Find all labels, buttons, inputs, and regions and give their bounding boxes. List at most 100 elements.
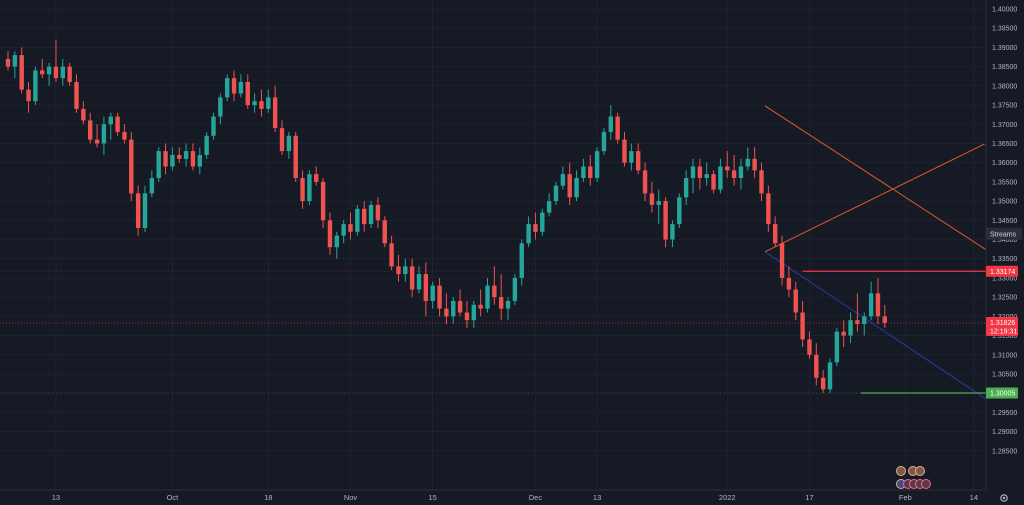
candle-body xyxy=(601,131,607,152)
candle xyxy=(245,74,250,109)
time-tick-label: 18 xyxy=(264,493,272,502)
candle xyxy=(190,143,196,171)
candle-body xyxy=(471,304,476,321)
candle xyxy=(26,81,31,113)
candle-body xyxy=(814,354,819,378)
candle xyxy=(464,300,470,328)
candle-body xyxy=(848,320,853,336)
candle-body xyxy=(355,208,360,232)
candle-body xyxy=(793,289,798,313)
candle-body xyxy=(622,139,627,163)
price-tick-label: 1.32500 xyxy=(992,295,1017,302)
time-tick-label: 2022 xyxy=(719,493,736,502)
candle-body xyxy=(670,224,675,240)
candle xyxy=(588,154,593,186)
settings-gear-icon[interactable] xyxy=(1000,494,1008,502)
event-icons[interactable] xyxy=(896,466,931,489)
candle xyxy=(718,158,723,194)
candle-body xyxy=(46,66,52,75)
candle-body xyxy=(862,316,867,325)
candle xyxy=(738,158,744,190)
candle xyxy=(827,358,833,394)
candle xyxy=(348,212,353,240)
candle-body xyxy=(362,208,367,225)
price-axis-panel[interactable] xyxy=(986,0,1024,505)
candle-body xyxy=(279,128,285,152)
candle xyxy=(581,158,586,182)
candle xyxy=(430,281,435,309)
candle-body xyxy=(149,178,155,194)
time-tick-label: 14 xyxy=(970,493,978,502)
candle-body xyxy=(656,201,661,205)
event-flag-icon[interactable] xyxy=(896,466,906,476)
time-tick-label: Nov xyxy=(344,493,358,502)
candle-body xyxy=(704,174,709,179)
candle-body xyxy=(225,78,230,98)
candle-body xyxy=(725,166,730,171)
event-flag-icon[interactable] xyxy=(921,479,931,489)
candle xyxy=(546,193,552,217)
candle xyxy=(457,289,463,317)
candle-body xyxy=(875,293,881,317)
candle-body xyxy=(629,151,634,163)
candle-body xyxy=(731,170,737,179)
candle-body xyxy=(231,78,237,94)
candle xyxy=(437,277,442,317)
time-axis[interactable]: 13Oct18Nov15Dec13202217Feb14Mar14Apr xyxy=(52,493,1024,502)
time-axis-panel[interactable] xyxy=(0,490,986,505)
candle xyxy=(204,131,209,159)
candle xyxy=(862,312,867,336)
candle xyxy=(882,304,887,328)
candle-body xyxy=(293,135,298,179)
candle xyxy=(416,266,422,294)
candle xyxy=(129,131,134,202)
candle-body xyxy=(197,154,202,167)
candle-body xyxy=(718,166,723,190)
candle-body xyxy=(800,312,805,340)
candle xyxy=(553,181,559,205)
candle-body xyxy=(594,151,600,179)
level-price-label: 1.30005 xyxy=(990,391,1015,398)
candle xyxy=(170,147,175,171)
candle-body xyxy=(389,243,394,267)
candle-body xyxy=(135,193,141,228)
symbol-badge[interactable] xyxy=(986,227,1022,240)
candle xyxy=(60,58,65,86)
candle xyxy=(683,170,689,205)
candle-body xyxy=(841,331,846,336)
symbol-badge-label[interactable]: Streams xyxy=(990,231,1017,238)
candle-body xyxy=(457,300,463,313)
candle xyxy=(711,170,716,194)
price-tick-label: 1.35000 xyxy=(992,199,1017,206)
candle-body xyxy=(334,235,339,248)
candle xyxy=(451,297,456,325)
event-flag-icon[interactable] xyxy=(915,466,925,476)
candle xyxy=(629,143,634,171)
candle-body xyxy=(505,300,511,309)
price-tick-label: 1.33000 xyxy=(992,275,1017,282)
candle xyxy=(855,293,860,332)
candle xyxy=(560,166,566,190)
price-tick-label: 1.39500 xyxy=(992,26,1017,33)
candle-body xyxy=(108,116,113,125)
price-axis[interactable]: 1.40000 1.39500 1.39000 1.38500 1.38000 1.375… xyxy=(992,7,1017,456)
candle xyxy=(101,116,107,155)
candle-body xyxy=(416,274,422,290)
candle xyxy=(149,170,155,198)
candle xyxy=(752,147,757,179)
candle-body xyxy=(786,277,792,290)
candle xyxy=(704,162,709,186)
axis-badges: 1.33174 1.30005 1.31826 12:19:31 Streams xyxy=(986,227,1022,399)
candle xyxy=(800,300,805,348)
candle xyxy=(642,162,648,202)
candle-body xyxy=(314,174,319,182)
candle xyxy=(615,112,620,144)
candle xyxy=(656,189,661,225)
candle-body xyxy=(67,66,72,82)
candle xyxy=(19,47,24,94)
candle xyxy=(382,216,387,248)
candle-body xyxy=(163,151,168,167)
candle-body xyxy=(574,178,579,198)
